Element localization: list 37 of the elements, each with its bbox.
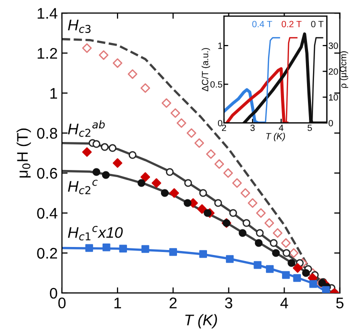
y2-tick-label: 10 [328, 94, 338, 101]
y-tick-label: 0.6 [37, 168, 58, 179]
x-tick-label: 4 [278, 124, 284, 131]
y-tick-label: 1.4 [38, 8, 58, 19]
text: 0.2 T [282, 20, 302, 28]
y-tick-label: 0.5 [210, 81, 222, 88]
y-tick-label: 0 [218, 120, 222, 126]
y-tick-label: 0.4 [37, 208, 58, 219]
y-tick-label: 0 [50, 288, 58, 299]
y-axis-title: μ$_{0}$H (T) [16, 128, 31, 178]
x-tick-label: 1 [114, 298, 122, 308]
x-tick-label: 0 [58, 298, 66, 308]
y2-tick-label: 30 [328, 42, 338, 49]
x-tick-label: 5 [308, 124, 312, 131]
y2-tick-label: 0 [328, 120, 333, 126]
x-tick-label: 2 [170, 298, 177, 308]
x-tick-label: 2 [222, 124, 226, 131]
y-tick-label: 0.2 [37, 248, 58, 259]
y-tick-label: 1.2 [38, 48, 58, 59]
x-tick-label: 3 [225, 298, 232, 308]
x-tick-label: 5 [336, 298, 344, 308]
annotation: H$_{c2}$$^{c}$ [68, 180, 98, 194]
y-axis-title: ΔC/T (a.u.) [202, 48, 210, 92]
series-label: 0 T [311, 20, 324, 28]
annotation: H$_{c1}$$^{c}$x10 [68, 226, 123, 240]
annotation: H$_{c2}$$^{ab}$ [68, 120, 105, 137]
annotation: H$_{c3}$ [68, 20, 91, 33]
y-tick-label: 1 [50, 88, 58, 99]
y2-axis-title: ρ (μΩcm) [340, 51, 348, 88]
x-axis-title: T (K) [266, 132, 285, 142]
y-tick-label: 1 [218, 42, 222, 49]
y2-tick-label: 20 [328, 68, 338, 75]
text: 0.4 T [252, 20, 272, 28]
x-tick-label: 4 [280, 298, 288, 308]
y-tick-label: 0.8 [37, 128, 58, 139]
x-tick-label: 3 [250, 124, 255, 131]
x-axis-title: T (K) [185, 314, 217, 328]
